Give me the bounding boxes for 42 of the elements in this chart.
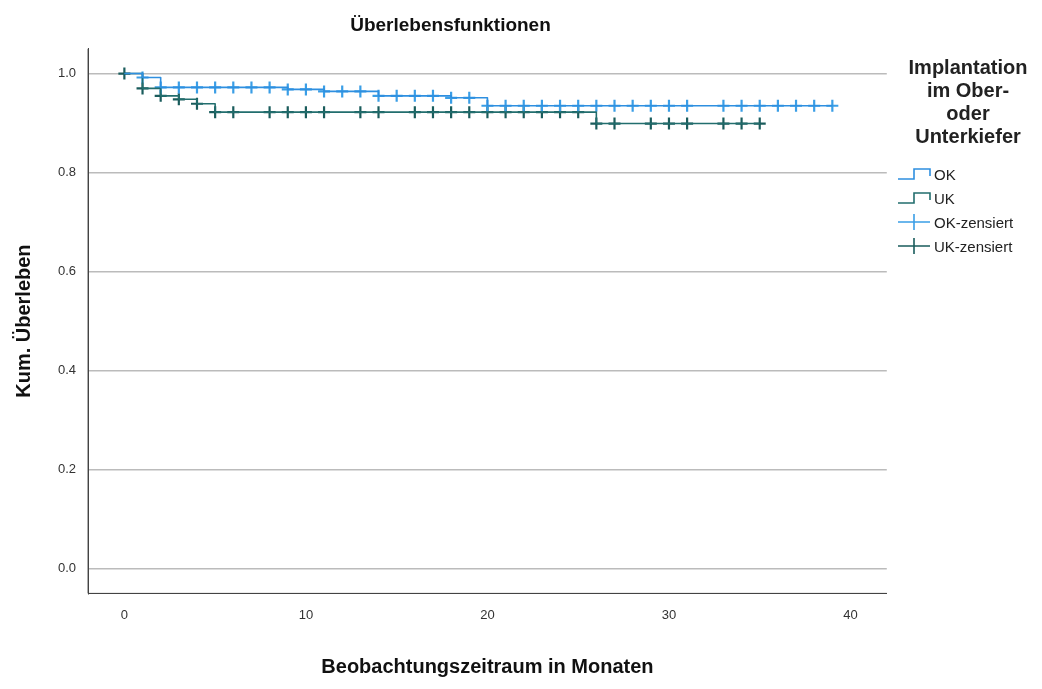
- legend-title: Implantation im Ober- oder Unterkiefer: [907, 56, 1029, 148]
- point: [661, 116, 677, 131]
- point: [117, 66, 132, 81]
- x-tick-label: 0: [120, 606, 128, 622]
- point: [135, 81, 150, 96]
- legend-label: UK-zensiert: [934, 237, 1013, 255]
- point: [716, 116, 731, 131]
- point: [353, 84, 368, 99]
- point: [680, 116, 695, 131]
- x-tick-label: 10: [298, 606, 314, 622]
- point: [171, 80, 186, 95]
- legend-label: UK: [934, 189, 955, 207]
- x-tick-label: 30: [661, 606, 677, 622]
- legend-label: OK-zensiert: [934, 213, 1014, 231]
- y-tick-label: 0.0: [57, 560, 77, 576]
- point: [316, 84, 332, 99]
- y-tick-label: 1.0: [57, 65, 77, 81]
- point: [298, 82, 314, 97]
- y-axis-title: Kum. Überleben: [11, 244, 34, 398]
- point: [208, 80, 223, 95]
- point: [262, 80, 277, 95]
- x-axis-title: Beobachtungszeitraum in Monaten: [321, 654, 654, 677]
- y-tick-label: 0.6: [57, 263, 77, 279]
- legend-label: OK: [934, 165, 956, 183]
- point: [244, 80, 259, 95]
- point: [589, 116, 604, 131]
- x-tick-label: 40: [843, 606, 858, 622]
- point: [734, 116, 749, 131]
- x-tick-label: 20: [480, 606, 495, 622]
- y-tick-label: 0.4: [57, 362, 77, 378]
- point: [607, 116, 622, 131]
- point: [153, 80, 168, 95]
- point: [135, 70, 150, 85]
- point: [643, 116, 658, 131]
- y-tick-label: 0.2: [57, 461, 77, 477]
- point: [752, 116, 767, 131]
- point: [226, 80, 241, 95]
- y-tick-label: 0.8: [57, 164, 77, 180]
- point: [189, 80, 205, 95]
- chart-title: Überlebensfunktionen: [350, 13, 551, 35]
- point: [280, 82, 295, 97]
- point: [335, 84, 350, 99]
